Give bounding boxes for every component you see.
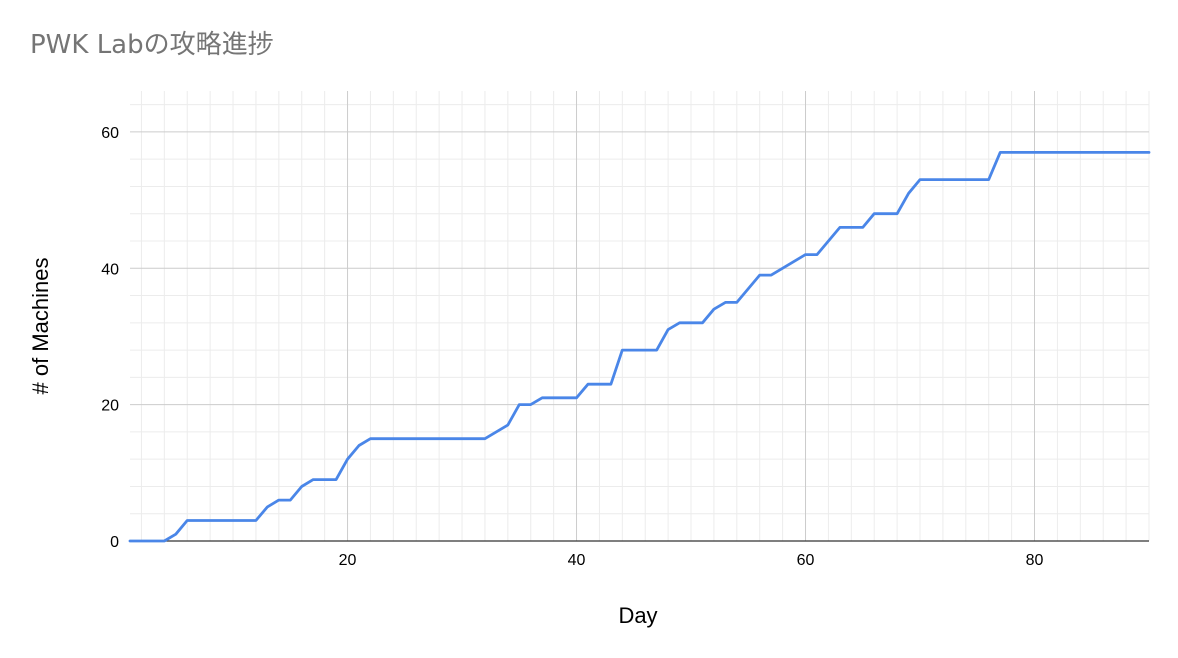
x-tick-label: 80 (1026, 552, 1044, 569)
major-gridlines (130, 91, 1149, 541)
y-tick-label: 40 (101, 261, 119, 278)
minor-gridlines (130, 91, 1150, 541)
y-tick-label: 20 (101, 398, 119, 415)
y-tick-label: 60 (101, 125, 119, 142)
x-axis-title: Day (618, 603, 657, 628)
series-layer (128, 151, 1151, 543)
x-tick-label: 60 (797, 552, 815, 569)
x-tick-label: 20 (339, 552, 357, 569)
y-tick-label: 0 (110, 534, 119, 551)
chart-title: PWK Labの攻略進捗 (30, 30, 274, 60)
tick-labels: 20 40 60 80 0 20 40 60 (101, 125, 1043, 569)
x-tick-label: 40 (568, 552, 586, 569)
series-line (128, 151, 1151, 543)
y-axis-title: # of Machines (28, 258, 53, 395)
